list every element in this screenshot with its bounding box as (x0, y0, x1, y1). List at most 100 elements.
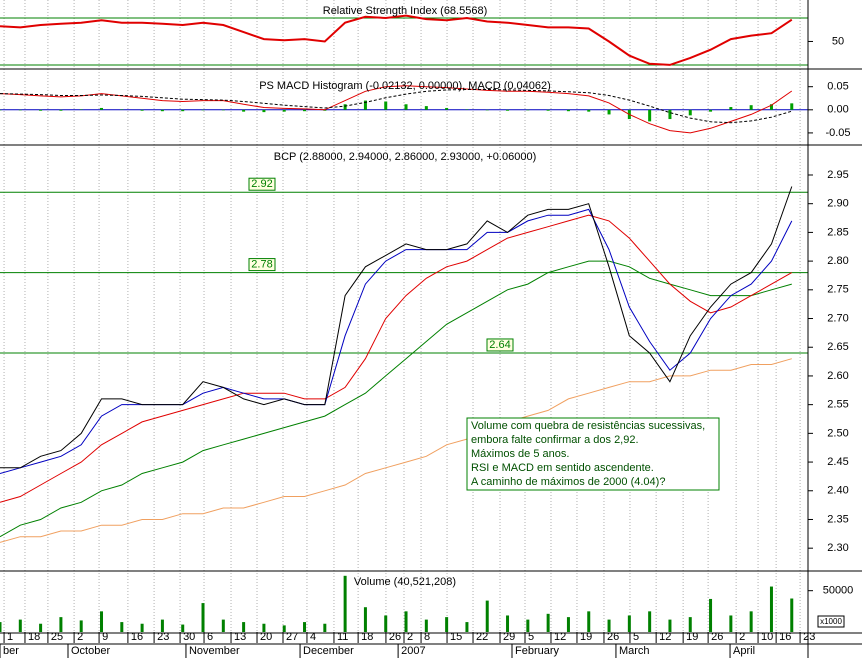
level-label-box (486, 338, 514, 352)
bar (648, 611, 652, 632)
y-tick-label: 2.45 (827, 456, 848, 468)
series-line (0, 208, 793, 474)
y-tick-label: 2.40 (827, 485, 848, 497)
month-label: April (733, 645, 755, 657)
month-label: ber (3, 645, 19, 657)
x-tick-label: 5 (633, 631, 639, 643)
bar (0, 622, 2, 632)
x-tick-label: 18 (28, 631, 40, 643)
x-tick-label: 20 (260, 631, 272, 643)
x-tick-label: 10 (761, 631, 773, 643)
x-tick-label: 25 (51, 631, 63, 643)
bar (79, 620, 83, 632)
panel-title: BCP (2.88000, 2.94000, 2.86000, 2.93000,… (274, 151, 537, 163)
bar (607, 109, 611, 115)
x-tick-label: 2 (407, 631, 413, 643)
y-tick-label: 2.65 (827, 341, 848, 353)
bar (566, 617, 570, 632)
bar (465, 622, 469, 632)
bar (729, 615, 733, 632)
bar (39, 109, 43, 111)
x-tick-label: 29 (503, 631, 515, 643)
bar (769, 586, 773, 632)
bar (323, 623, 327, 632)
bar (160, 109, 164, 112)
y-tick-label: 2.95 (827, 169, 848, 181)
bar (100, 107, 104, 110)
x-tick-label: 26 (711, 631, 723, 643)
annotation-line: embora falte confirmar a dos 2,92. (471, 434, 639, 446)
x-tick-label: 26 (607, 631, 619, 643)
level-label: 2.92 (251, 178, 272, 190)
x-tick-label: 27 (286, 631, 298, 643)
y-tick-label: 2.35 (827, 513, 848, 525)
bar (485, 109, 489, 111)
bar (790, 598, 794, 632)
x-tick-label: 23 (803, 631, 815, 643)
month-label: October (71, 645, 110, 657)
bar (506, 615, 510, 632)
bar (282, 109, 286, 112)
bar (506, 109, 510, 111)
panel-title: PS MACD Histogram (-0.02132, 0.00000), M… (259, 80, 551, 92)
annotation-line: A caminho de máximos de 2000 (4.04)? (471, 476, 665, 488)
bar (424, 106, 428, 110)
x-tick-label: 19 (580, 631, 592, 643)
bar (566, 109, 570, 112)
bar (485, 600, 489, 632)
bar (587, 611, 591, 632)
bar (201, 603, 205, 632)
annotation-line: RSI e MACD em sentido ascendente. (471, 462, 654, 474)
bar (404, 611, 408, 632)
bar (648, 109, 652, 122)
x-tick-label: 2 (77, 631, 83, 643)
bar (465, 109, 469, 110)
x-tick-label: 30 (183, 631, 195, 643)
x-tick-label: 5 (528, 631, 534, 643)
bar (120, 622, 124, 632)
x-tick-label: 19 (686, 631, 698, 643)
y-tick-label: 2.75 (827, 284, 848, 296)
y-tick-label: 2.70 (827, 312, 848, 324)
bar (120, 109, 124, 110)
annotation-line: Volume com quebra de resistências sucess… (471, 420, 705, 432)
x-tick-label: 4 (310, 631, 316, 643)
month-label: November (189, 645, 240, 657)
bar (749, 611, 753, 632)
bar (303, 109, 307, 112)
bar (221, 109, 225, 111)
y-tick-label: 50 (832, 35, 844, 47)
series-line (0, 358, 792, 543)
bar (242, 622, 246, 632)
level-label: 2.78 (251, 258, 272, 270)
bar (221, 619, 225, 632)
bar (0, 109, 2, 111)
y-tick-label: 2.30 (827, 542, 848, 554)
unit-label: x1000 (820, 617, 842, 626)
level-label-box (248, 177, 276, 191)
bar (769, 104, 773, 110)
x-tick-label: 2 (739, 631, 745, 643)
bar (343, 575, 347, 632)
y-tick-label: 2.50 (827, 427, 848, 439)
bar (384, 101, 388, 110)
bar (39, 623, 43, 632)
x-tick-label: 12 (554, 631, 566, 643)
bar (627, 615, 631, 632)
bar (100, 611, 104, 632)
x-tick-label: 11 (337, 631, 348, 643)
bar (140, 623, 144, 632)
bar (607, 619, 611, 632)
series-line (0, 214, 793, 503)
series-line (0, 260, 792, 538)
y-tick-label: 0.05 (827, 81, 848, 93)
bar (242, 109, 246, 112)
panel-title: Volume (40,521,208) (354, 576, 456, 588)
bar (668, 109, 672, 120)
bar (749, 105, 753, 110)
bar (404, 104, 408, 110)
y-tick-label: 2.60 (827, 370, 848, 382)
y-tick-label: 0.00 (827, 104, 848, 116)
month-label: December (303, 645, 354, 657)
